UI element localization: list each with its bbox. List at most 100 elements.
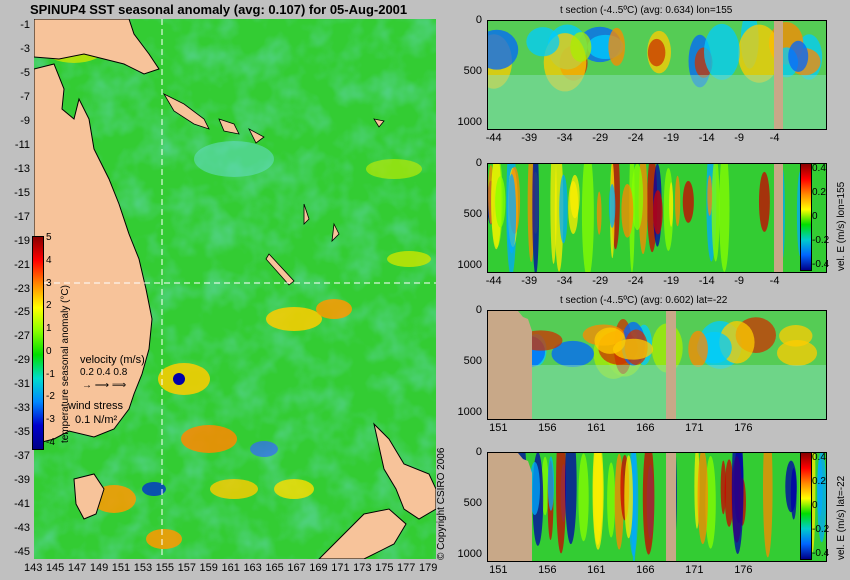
velocity-colorbar [800, 163, 812, 271]
map-y-tick: -37 [14, 450, 30, 463]
section-feature [526, 27, 560, 57]
section-feature [551, 340, 595, 367]
new-guinea-landmass [34, 19, 160, 75]
section-feature [529, 462, 540, 515]
map-x-tick: 155 [155, 562, 175, 574]
map-y-tick: -9 [20, 114, 30, 127]
colorbar-label: temperature seasonal anomaly (°C) [60, 285, 71, 443]
panel-x-tick: -24 [627, 275, 644, 287]
new-zealand-north-island [373, 422, 436, 520]
map-x-tick: 147 [67, 562, 87, 574]
map-x-tick: 153 [133, 562, 153, 574]
map-x-tick: 161 [221, 562, 240, 574]
map-x-tick: 169 [309, 562, 328, 574]
panel-x-tick: -44 [485, 132, 502, 144]
map-y-tick: -43 [14, 522, 30, 535]
section-feature [779, 325, 813, 347]
panel-x-tick: -34 [556, 132, 573, 144]
map-colorbar-tick: -1 [46, 368, 55, 380]
panel-x-tick: -24 [627, 132, 644, 144]
velocity-axis-label: vel. E (m/s) lat=-22 [836, 475, 847, 560]
map-x-tick: 167 [287, 562, 306, 574]
map-x-tick: 171 [331, 562, 350, 574]
panel-x-tick: -39 [521, 132, 538, 144]
map-title: SPINUP4 SST seasonal anomaly (avg: 0.107… [30, 2, 408, 17]
wind-legend-scale: 0.1 N/m² [75, 414, 118, 426]
velocity-colorbar-tick: 0 [812, 211, 818, 222]
section-feature [570, 32, 592, 62]
new-zealand-south-island [318, 508, 407, 559]
land-mask [666, 453, 676, 561]
section-feature [707, 175, 713, 216]
map-y-tick: -15 [14, 186, 30, 199]
panel-x-tick: 171 [685, 564, 704, 576]
section-feature [624, 455, 633, 539]
velocity-colorbar-tick: 0 [812, 500, 818, 511]
panel-x-tick: 161 [587, 422, 606, 434]
panel-y-tick: 500 [463, 355, 482, 367]
panel-y-tick: 1000 [457, 548, 482, 560]
section-feature [697, 453, 708, 545]
panel-x-tick: 151 [489, 564, 508, 576]
panel-x-tick: -44 [485, 275, 502, 287]
map-y-tick: -1 [20, 19, 30, 31]
map-y-tick: -13 [14, 162, 30, 175]
panel-x-tick: 166 [636, 422, 655, 434]
panel-y-tick: 1000 [457, 116, 482, 128]
panel-x-tick: -29 [592, 275, 609, 287]
map-x-tick: 173 [353, 562, 372, 574]
panel-x-tick: 151 [489, 422, 508, 434]
land-mask [774, 164, 783, 272]
section-feature [647, 38, 666, 67]
section-feature [564, 453, 577, 545]
map-colorbar [32, 236, 44, 450]
velocity-colorbar-tick: 0.4 [812, 452, 826, 463]
map-colorbar-tick: 1 [46, 323, 52, 335]
panel-y-tick: 0 [475, 157, 482, 169]
velocity-colorbar-tick: -0.4 [812, 548, 830, 559]
section-feature [541, 456, 549, 516]
map-y-tick: -33 [14, 402, 30, 415]
section-feature [608, 184, 616, 228]
anomaly-features [44, 35, 431, 549]
section-feature [621, 183, 634, 238]
map-x-tick: 143 [24, 562, 43, 574]
panel-title: t section (-4..5ºC) (avg: 0.634) lon=155 [560, 5, 733, 16]
section-feature [724, 459, 734, 527]
section-plot-4 [487, 452, 827, 562]
section-feature [612, 338, 654, 360]
section-feature [788, 40, 809, 72]
map-x-tick: 163 [243, 562, 262, 574]
section-feature [578, 453, 589, 542]
map-x-tick: 179 [419, 562, 438, 574]
panel-y-tick: 0 [475, 14, 482, 26]
panel-x-tick: 171 [685, 422, 704, 434]
map-x-tick: 151 [111, 562, 131, 574]
section-feature [507, 173, 517, 254]
map-y-tick: -3 [20, 42, 30, 55]
map-colorbar-tick: 4 [46, 254, 52, 266]
panel-y-tick: 1000 [457, 406, 482, 418]
panel-x-tick: 161 [587, 564, 606, 576]
panel-x-tick: -34 [556, 275, 573, 287]
australia-landmass [34, 63, 153, 445]
map-colorbar-tick: -2 [46, 391, 55, 403]
map-y-tick: -41 [14, 498, 30, 511]
section-feature [556, 453, 567, 554]
section-feature [763, 453, 773, 558]
panel-y-tick: 500 [463, 497, 482, 509]
map-x-tick: 165 [265, 562, 284, 574]
velocity-colorbar-tick: 0.4 [812, 163, 826, 174]
map-y-tick: -11 [14, 138, 30, 151]
section-feature [688, 330, 708, 368]
panel-x-tick: -29 [592, 132, 609, 144]
panel-x-tick: -14 [698, 275, 715, 287]
section-feature [607, 462, 616, 538]
panel-title: t section (-4..5ºC) (avg: 0.602) lat=-22 [560, 295, 728, 306]
velocity-colorbar-tick: -0.2 [812, 524, 830, 535]
map-x-tick: 149 [89, 562, 109, 574]
map-x-tick: 157 [177, 562, 196, 574]
panel-x-tick: 176 [734, 564, 753, 576]
map-y-tick: -21 [14, 258, 30, 271]
land-mask [774, 21, 783, 129]
